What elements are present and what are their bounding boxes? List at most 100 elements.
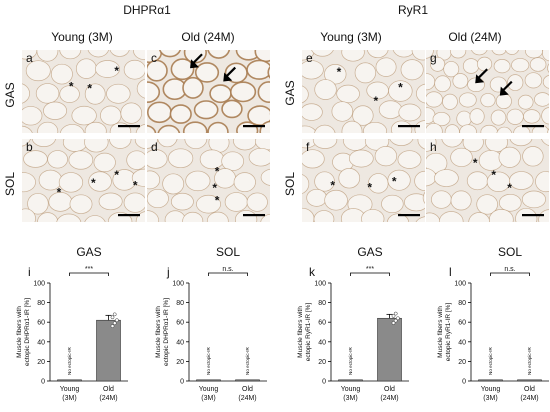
muscle-fiber [462,139,484,152]
muscle-fiber [170,58,195,81]
asterisk-marker: * [373,94,378,108]
muscle-fiber [426,212,441,222]
x-tick-label: Old [242,386,253,393]
x-tick-label: (3M) [62,395,76,402]
muscle-fiber [452,73,469,89]
muscle-fiber [498,146,521,168]
muscle-fiber [87,50,110,58]
x-tick-label: (24M) [99,395,117,402]
chart-title: GAS [76,245,101,259]
muscle-fiber [267,66,270,79]
muscle-fiber [324,64,347,85]
bar [517,379,542,382]
muscle-fiber [341,120,363,133]
muscle-fiber [135,211,145,222]
muscle-fiber [206,211,229,222]
y-tick-label: 40 [37,339,45,346]
muscle-fiber [260,213,270,222]
muscle-fiber [400,59,424,81]
muscle-fiber [84,83,106,105]
y-tick-label: 40 [318,339,326,346]
bar [338,379,363,382]
micrograph-panel-b: b * * * * [22,139,145,222]
muscle-fiber [37,121,59,133]
muscle-fiber [246,192,268,212]
x-tick-label: (24M) [380,395,398,402]
muscle-fiber [496,126,513,133]
muscle-fiber [248,147,270,167]
asterisk-marker: * [57,185,62,199]
muscle-fiber [442,93,458,110]
muscle-fiber [69,194,93,214]
muscle-fiber [331,101,354,122]
muscle-fiber [59,85,80,103]
muscle-fiber [157,139,178,148]
chart-letter: i [28,265,31,279]
muscle-fiber [58,172,84,193]
asterisk-marker: * [114,168,119,182]
muscle-fiber [147,101,172,124]
muscle-fiber [302,125,317,133]
micrograph-panel-g: g [426,50,549,133]
muscle-fiber [426,91,443,108]
muscle-fiber [109,139,132,149]
muscle-fiber [71,105,97,126]
bar [377,317,402,382]
muscle-fiber [229,81,257,103]
muscle-fiber [547,63,549,73]
significance-label: n.s. [504,266,515,273]
muscle-fiber [535,171,549,193]
muscle-fiber [194,62,220,83]
muscle-fiber [354,62,377,84]
y-tick-label: 60 [318,320,326,327]
asterisk-marker: * [473,156,478,170]
scale-bar [398,214,420,217]
muscle-fiber [147,59,168,82]
muscle-fiber [133,50,145,60]
y-tick-label: 80 [458,300,466,307]
muscle-fiber [193,100,219,120]
muscle-fiber [433,169,459,187]
muscle-fiber [507,74,524,91]
muscle-fiber [498,193,522,212]
chart-title: GAS [357,245,382,259]
muscle-fiber [126,150,145,170]
asterisk-marker: * [392,175,397,189]
muscle-fiber [426,123,443,133]
muscle-fiber [170,192,194,211]
muscle-fiber [50,63,73,85]
muscle-fiber [541,139,549,146]
muscle-fiber [495,93,512,110]
muscle-fiber [542,75,549,89]
y-tick-label: 20 [318,359,326,366]
column-label: Young (3M) [51,30,113,44]
y-tick-label: 80 [318,300,326,307]
muscle-fiber [443,61,460,78]
muscle-fiber [468,212,491,222]
muscle-fiber [22,172,36,193]
y-axis-label: ectopic RyR1-IR [%] [445,303,452,362]
data-point [393,318,398,323]
muscle-fiber [504,50,519,55]
row-label: GAS [3,82,17,107]
bar-chart-k: GAS k Muscle fibers with ectopic RyR1-IR [%… [297,245,409,402]
muscle-fiber [302,103,323,121]
muscle-fiber [157,124,181,133]
muscle-fiber [95,60,120,78]
scale-bar [243,214,265,217]
muscle-fiber [462,58,480,74]
muscle-fiber [147,149,168,169]
muscle-fiber [221,99,243,119]
muscle-fiber [84,121,107,133]
arrow-head-icon [475,74,485,84]
muscle-fiber [246,59,270,80]
muscle-fiber [459,124,477,133]
column-label: Young (3M) [320,30,382,44]
asterisk-marker: * [337,65,342,79]
muscle-fiber [434,75,451,93]
data-point [391,321,396,325]
x-tick-label: Young [60,386,80,393]
panel-letter: a [26,51,33,65]
x-tick-label: (24M) [520,395,538,402]
